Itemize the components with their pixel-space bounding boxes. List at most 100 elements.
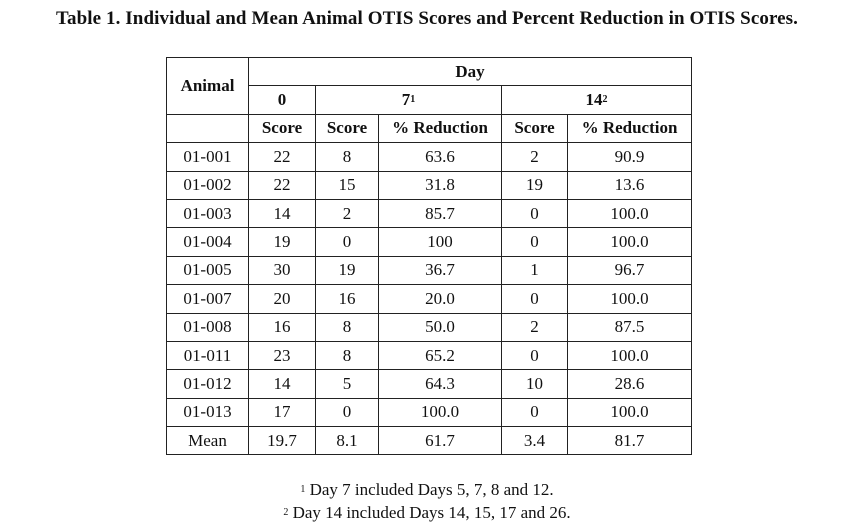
cell-d7-score: 15 bbox=[315, 170, 379, 200]
footnote-2: 2 Day 14 included Days 14, 15, 17 and 26… bbox=[0, 503, 854, 523]
header-day7-score: Score bbox=[315, 113, 379, 144]
cell-d14-pct: 81.7 bbox=[567, 426, 692, 456]
footnote-2-text: Day 14 included Days 14, 15, 17 and 26. bbox=[292, 503, 571, 522]
cell-d14-pct: 87.5 bbox=[567, 312, 692, 342]
table-body: 01-001 22 8 63.6 2 90.9 01-002 22 15 31.8 19 13.6 01… bbox=[166, 142, 692, 456]
cell-d14-score: 2 bbox=[501, 312, 568, 342]
cell-d14-score: 2 bbox=[501, 142, 568, 172]
footnote-marker-2: 2 bbox=[602, 94, 608, 106]
cell-d0: 30 bbox=[248, 255, 316, 286]
cell-d14-pct: 96.7 bbox=[567, 255, 692, 286]
footnote-1-text: Day 7 included Days 5, 7, 8 and 12. bbox=[309, 480, 554, 499]
header-row-day-values: 0 71 142 bbox=[167, 85, 692, 115]
cell-animal: Mean bbox=[166, 426, 249, 456]
table-row: 01-003 14 2 85.7 0 100.0 bbox=[166, 198, 692, 229]
cell-d7-score: 8 bbox=[315, 340, 379, 371]
header-day-7-label: 7 bbox=[401, 90, 411, 110]
header-day14-reduction: % Reduction bbox=[567, 113, 692, 144]
footnote-2-marker: 2 bbox=[283, 507, 289, 518]
cell-d14-score: 10 bbox=[501, 369, 568, 399]
header-day: Day bbox=[248, 56, 692, 87]
table-row: 01-011 23 8 65.2 0 100.0 bbox=[166, 340, 692, 371]
cell-animal: 01-003 bbox=[166, 198, 249, 229]
cell-d14-pct: 100.0 bbox=[567, 227, 692, 257]
table-row: 01-004 19 0 100 0 100.0 bbox=[166, 227, 692, 257]
cell-d14-pct: 100.0 bbox=[567, 397, 692, 428]
footnote-1: 1 Day 7 included Days 5, 7, 8 and 12. bbox=[0, 480, 854, 500]
table-title: Table 1. Individual and Mean Animal OTIS… bbox=[55, 8, 799, 29]
cell-d7-pct: 63.6 bbox=[378, 142, 502, 172]
cell-d7-pct: 85.7 bbox=[378, 198, 502, 229]
header-day7-reduction: % Reduction bbox=[378, 113, 502, 144]
cell-d7-score: 5 bbox=[315, 369, 379, 399]
table-row: 01-002 22 15 31.8 19 13.6 bbox=[166, 170, 692, 200]
header-day-14: 142 bbox=[501, 85, 692, 115]
cell-animal: 01-001 bbox=[166, 142, 249, 172]
cell-d7-pct: 36.7 bbox=[378, 255, 502, 286]
cell-d14-score: 0 bbox=[501, 198, 568, 229]
cell-d14-pct: 100.0 bbox=[567, 340, 692, 371]
cell-d14-pct: 100.0 bbox=[567, 284, 692, 314]
cell-d7-pct: 50.0 bbox=[378, 312, 502, 342]
cell-animal: 01-012 bbox=[166, 369, 249, 399]
cell-animal: 01-004 bbox=[166, 227, 249, 257]
cell-d7-score: 8 bbox=[315, 142, 379, 172]
cell-d0: 22 bbox=[248, 170, 316, 200]
cell-animal: 01-013 bbox=[166, 397, 249, 428]
cell-d7-score: 0 bbox=[315, 397, 379, 428]
header-day0-score: Score bbox=[248, 113, 316, 144]
cell-animal: 01-011 bbox=[166, 340, 249, 371]
table-row: Mean 19.7 8.1 61.7 3.4 81.7 bbox=[166, 426, 692, 456]
cell-d7-score: 0 bbox=[315, 227, 379, 257]
header-day-14-label: 14 bbox=[585, 90, 603, 110]
cell-d0: 19.7 bbox=[248, 426, 316, 456]
cell-d0: 23 bbox=[248, 340, 316, 371]
table-row: 01-013 17 0 100.0 0 100.0 bbox=[166, 397, 692, 428]
cell-d14-pct: 90.9 bbox=[567, 142, 692, 172]
cell-d14-score: 0 bbox=[501, 227, 568, 257]
cell-d7-pct: 61.7 bbox=[378, 426, 502, 456]
table-row: 01-001 22 8 63.6 2 90.9 bbox=[166, 142, 692, 172]
cell-d7-pct: 31.8 bbox=[378, 170, 502, 200]
header-animal: Animal bbox=[166, 57, 249, 115]
header-row-metrics: Score Score % Reduction Score % Reductio… bbox=[166, 113, 692, 144]
cell-d7-score: 16 bbox=[315, 284, 379, 314]
cell-animal: 01-002 bbox=[166, 170, 249, 200]
cell-d0: 20 bbox=[248, 284, 316, 314]
cell-d14-score: 19 bbox=[501, 170, 568, 200]
cell-d7-pct: 65.2 bbox=[378, 340, 502, 371]
table-row: 01-008 16 8 50.0 2 87.5 bbox=[166, 312, 692, 342]
cell-d14-pct: 28.6 bbox=[567, 369, 692, 399]
cell-d14-score: 0 bbox=[501, 284, 568, 314]
cell-d14-score: 0 bbox=[501, 340, 568, 371]
cell-d7-pct: 100 bbox=[378, 227, 502, 257]
cell-d14-score: 1 bbox=[501, 255, 568, 286]
cell-d7-score: 19 bbox=[315, 255, 379, 286]
cell-animal: 01-007 bbox=[166, 284, 249, 314]
cell-d14-score: 0 bbox=[501, 397, 568, 428]
cell-animal: 01-005 bbox=[166, 255, 249, 286]
cell-d0: 16 bbox=[248, 312, 316, 342]
header-row-day: Animal Day bbox=[166, 56, 692, 115]
cell-d0: 17 bbox=[248, 397, 316, 428]
footnote-1-marker: 1 bbox=[300, 484, 306, 495]
otis-scores-table: Animal Day 0 71 142 Score Score % Reduct… bbox=[166, 56, 692, 456]
cell-d7-score: 8 bbox=[315, 312, 379, 342]
table-row: 01-012 14 5 64.3 10 28.6 bbox=[166, 369, 692, 399]
header-day-7: 71 bbox=[315, 85, 502, 115]
cell-d0: 14 bbox=[248, 369, 316, 399]
header-day-0: 0 bbox=[248, 85, 316, 115]
cell-animal: 01-008 bbox=[166, 312, 249, 342]
cell-d7-pct: 100.0 bbox=[378, 397, 502, 428]
cell-d7-pct: 20.0 bbox=[378, 284, 502, 314]
cell-d7-score: 2 bbox=[315, 198, 379, 229]
cell-d14-score: 3.4 bbox=[501, 426, 568, 456]
cell-d14-pct: 13.6 bbox=[567, 170, 692, 200]
cell-d14-pct: 100.0 bbox=[567, 198, 692, 229]
table-row: 01-007 20 16 20.0 0 100.0 bbox=[166, 284, 692, 314]
cell-d0: 14 bbox=[248, 198, 316, 229]
cell-d0: 22 bbox=[248, 142, 316, 172]
cell-d7-score: 8.1 bbox=[315, 426, 379, 456]
cell-d0: 19 bbox=[248, 227, 316, 257]
footnote-marker-1: 1 bbox=[410, 94, 416, 106]
